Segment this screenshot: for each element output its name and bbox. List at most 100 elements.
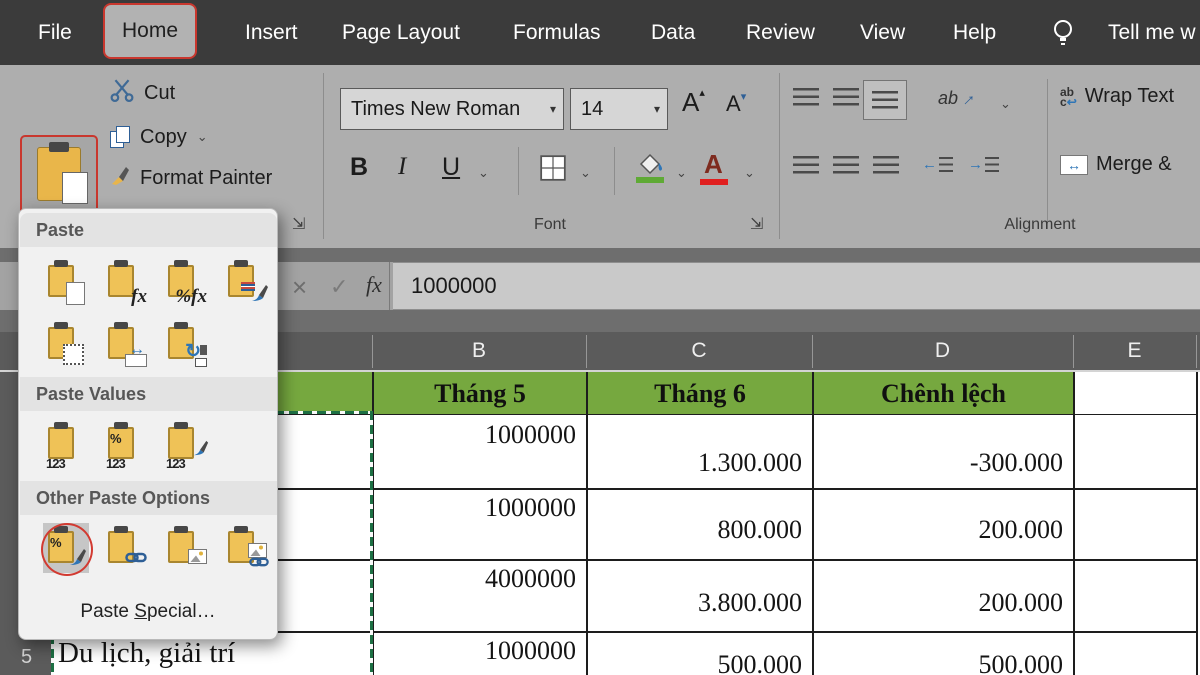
font-color-button[interactable]: A	[700, 149, 728, 185]
cell-b1[interactable]: Tháng 5	[374, 372, 586, 415]
merge-center-button[interactable]: ↔ Merge &	[1060, 153, 1172, 176]
paste-keep-source-formatting-option[interactable]	[223, 257, 269, 307]
clipboard-dialog-launcher[interactable]: ⇲	[292, 216, 306, 233]
tab-data[interactable]: Data	[651, 20, 696, 44]
align-center-button[interactable]	[833, 156, 859, 174]
cancel-button[interactable]: ×	[292, 272, 308, 302]
tab-formulas[interactable]: Formulas	[513, 20, 601, 44]
shrink-font-letter: A	[726, 91, 741, 116]
paste-transpose-option[interactable]: ↻	[163, 319, 209, 369]
cell-c1[interactable]: Tháng 6	[588, 372, 812, 415]
font-name-combo[interactable]: Times New Roman ▾	[340, 88, 564, 130]
column-header-c[interactable]: C	[691, 339, 707, 362]
paste-values-number-formatting-option[interactable]: % 123	[103, 419, 149, 471]
cut-button[interactable]: Cut	[110, 78, 175, 108]
brush-icon	[69, 548, 87, 571]
tab-page-layout[interactable]: Page Layout	[342, 20, 460, 44]
tab-view[interactable]: View	[860, 20, 906, 44]
tab-file[interactable]: File	[38, 20, 72, 44]
clipboard-icon	[108, 531, 134, 563]
brush-icon	[193, 440, 209, 461]
paste-values-option[interactable]: 123	[43, 419, 89, 471]
paste-formatting-option[interactable]: %	[41, 523, 93, 576]
align-left-button[interactable]	[793, 156, 819, 174]
align-right-button[interactable]	[873, 156, 899, 174]
tab-review[interactable]: Review	[746, 20, 815, 44]
increase-indent-button[interactable]: →	[968, 156, 999, 173]
format-painter-button[interactable]: Format Painter	[110, 163, 272, 193]
grow-font-button[interactable]: A ▴	[682, 87, 705, 118]
ribbon-bottom-strip	[0, 248, 1200, 262]
cell-a5[interactable]: Du lịch, giải trí	[58, 637, 236, 669]
paste-linked-picture-option[interactable]	[223, 523, 269, 573]
underline-button[interactable]: U	[442, 153, 461, 181]
tell-me-box[interactable]: Tell me w	[1108, 20, 1196, 44]
numbers-icon: 123	[166, 456, 186, 471]
column-header-d[interactable]: D	[934, 339, 951, 362]
font-name-arrow-icon[interactable]: ▾	[549, 102, 556, 116]
align-top-button[interactable]	[793, 88, 819, 106]
paste-link-option[interactable]	[103, 523, 149, 573]
formula-input[interactable]: 1000000	[393, 262, 1200, 310]
fill-color-arrow-icon[interactable]: ⌄	[676, 165, 687, 180]
cell-d2[interactable]: -300.000	[969, 448, 1063, 477]
tab-home[interactable]: Home	[103, 3, 197, 59]
cell-d4[interactable]: 200.000	[978, 588, 1064, 617]
orientation-arrow2-icon[interactable]: ⌄	[1000, 96, 1011, 111]
shrink-font-button[interactable]: A ▾	[726, 91, 746, 117]
wrap-text-button[interactable]: ab c↩ Wrap Text	[1060, 85, 1174, 108]
copy-icon	[110, 126, 130, 148]
bold-button[interactable]: B	[350, 153, 369, 181]
cell-c2[interactable]: 1.300.000	[698, 448, 802, 477]
fill-color-button[interactable]	[636, 151, 664, 183]
borders-arrow-icon[interactable]: ⌄	[580, 165, 591, 180]
cell-c5[interactable]: 500.000	[717, 650, 803, 675]
paste-keep-column-widths-option[interactable]: ↔	[103, 319, 149, 369]
cell-b4[interactable]: 4000000	[485, 564, 576, 593]
cell-d1[interactable]: Chênh lệch	[814, 372, 1073, 415]
cut-label: Cut	[144, 81, 176, 104]
fx-icon: fx	[131, 286, 147, 307]
merge-center-icon: ↔	[1060, 154, 1088, 175]
underline-arrow-icon[interactable]: ⌄	[478, 165, 489, 180]
font-size-combo[interactable]: 14 ▾	[570, 88, 668, 130]
cell-c3[interactable]: 800.000	[717, 515, 803, 544]
cell-d5[interactable]: 500.000	[978, 650, 1064, 675]
tab-insert[interactable]: Insert	[245, 20, 298, 44]
font-size-arrow-icon[interactable]: ▾	[653, 102, 660, 116]
paste-formulas-option[interactable]: fx	[103, 257, 149, 307]
copy-dropdown-arrow-icon[interactable]: ⌄	[196, 129, 208, 144]
paste-special-menu-item[interactable]: Paste Special…	[80, 601, 216, 622]
orientation-button[interactable]: ab →	[938, 85, 980, 112]
document-icon	[66, 282, 85, 305]
row-header-5[interactable]: 5	[20, 646, 33, 668]
paste-picture-option[interactable]	[163, 523, 209, 573]
copy-button[interactable]: Copy ⌄	[110, 122, 208, 152]
paste-formulas-number-formatting-option[interactable]: %fx	[163, 257, 209, 307]
italic-button[interactable]: I	[398, 153, 407, 180]
decrease-indent-button[interactable]: ←	[922, 156, 953, 173]
paste-no-borders-option[interactable]	[43, 319, 89, 369]
group-divider	[779, 73, 780, 239]
borders-button[interactable]	[540, 155, 566, 181]
font-dialog-launcher[interactable]: ⇲	[750, 216, 764, 233]
format-painter-label: Format Painter	[140, 166, 273, 189]
align-middle-button[interactable]	[833, 88, 859, 106]
increase-indent-arrow-icon: →	[968, 156, 983, 173]
cell-c4[interactable]: 3.800.000	[698, 588, 802, 617]
enter-button[interactable]: ✓	[330, 274, 349, 299]
cell-d3[interactable]: 200.000	[978, 515, 1064, 544]
insert-function-button[interactable]: fx	[366, 272, 382, 297]
column-header-e[interactable]: E	[1127, 339, 1142, 362]
cell-b2[interactable]: 1000000	[485, 420, 576, 449]
font-color-letter: A	[704, 149, 723, 179]
cell-b3[interactable]: 1000000	[485, 493, 576, 522]
format-painter-icon	[110, 165, 130, 191]
column-header-b[interactable]: B	[471, 339, 486, 362]
align-bottom-button[interactable]	[863, 80, 907, 120]
paste-values-source-formatting-option[interactable]: 123	[163, 419, 209, 471]
paste-option[interactable]	[43, 257, 89, 307]
font-color-arrow-icon[interactable]: ⌄	[744, 165, 755, 180]
tab-help[interactable]: Help	[953, 20, 997, 44]
cell-b5[interactable]: 1000000	[485, 636, 576, 665]
